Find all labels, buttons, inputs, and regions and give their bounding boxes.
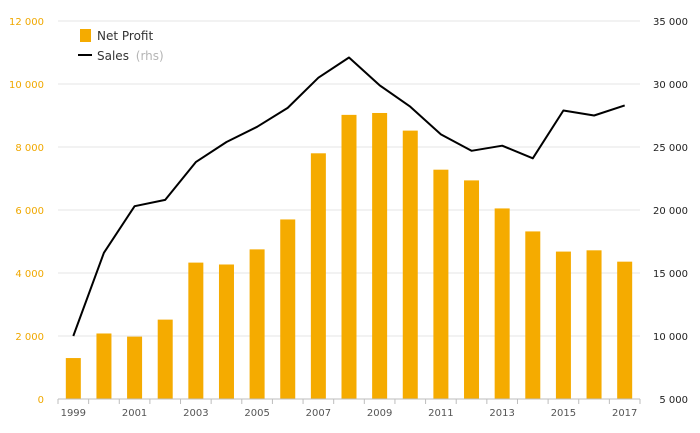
legend-sales-name: Sales	[97, 49, 129, 63]
left-tick-label: 8 000	[15, 143, 44, 154]
x-tick-label: 2015	[551, 408, 576, 419]
sales-line	[72, 56, 626, 337]
net-profit-bars	[65, 112, 633, 400]
bar-net-profit	[280, 219, 296, 399]
x-tick-label: 2003	[183, 408, 208, 419]
bar-net-profit	[65, 358, 81, 399]
x-tick-label: 2001	[122, 408, 147, 419]
right-tick-label: 5 000	[659, 395, 688, 406]
bar-net-profit	[249, 249, 265, 399]
legend-net-profit-label: Net Profit	[97, 29, 153, 43]
x-tick-label: 2007	[306, 408, 331, 419]
bar-net-profit	[433, 169, 449, 399]
bar-net-profit	[464, 180, 480, 399]
legend-sales-suffix: (rhs)	[136, 49, 164, 63]
x-tick-label: 1999	[61, 408, 86, 419]
bar-net-profit	[341, 114, 357, 400]
bar-net-profit	[494, 208, 510, 399]
left-tick-label: 2 000	[15, 332, 44, 343]
right-tick-label: 30 000	[653, 80, 688, 91]
bar-net-profit	[157, 319, 173, 399]
right-tick-label: 15 000	[653, 269, 688, 280]
bar-net-profit	[127, 336, 143, 399]
left-tick-label: 12 000	[9, 17, 44, 28]
left-tick-label: 6 000	[15, 206, 44, 217]
bar-net-profit	[310, 153, 326, 399]
x-tick-label: 2017	[612, 408, 637, 419]
bar-net-profit	[525, 231, 541, 399]
x-axis-ticks: 1999 2001 2003 2005 2007 2009 2011 2013 2015 2017	[57, 399, 641, 419]
bar-net-profit	[372, 112, 388, 399]
x-tick-label: 2013	[489, 408, 514, 419]
bar-net-profit	[96, 333, 112, 399]
right-tick-label: 35 000	[653, 17, 688, 28]
bar-net-profit	[218, 264, 234, 399]
x-tick-label: 2009	[367, 408, 392, 419]
bar-net-profit	[555, 251, 571, 399]
right-axis-ticks: 5 000 10 000 15 000 20 000 25 000 30 000 35 00…	[653, 17, 688, 406]
left-tick-label: 0	[38, 395, 44, 406]
legend-net-profit-swatch	[80, 29, 91, 42]
bar-net-profit	[402, 130, 418, 399]
x-tick-label: 2011	[428, 408, 453, 419]
left-tick-label: 10 000	[9, 80, 44, 91]
legend: Net Profit Sales (rhs)	[78, 29, 164, 63]
bar-net-profit	[586, 250, 602, 399]
legend-sales-label: Sales (rhs)	[97, 49, 164, 63]
left-axis-ticks: 0 2 000 4 000 6 000 8 000 10 000 12 000	[9, 17, 44, 406]
right-tick-label: 25 000	[653, 143, 688, 154]
bar-net-profit	[188, 262, 204, 399]
right-tick-label: 10 000	[653, 332, 688, 343]
x-tick-label: 2005	[244, 408, 269, 419]
left-tick-label: 4 000	[15, 269, 44, 280]
bar-net-profit	[617, 261, 633, 399]
right-tick-label: 20 000	[653, 206, 688, 217]
